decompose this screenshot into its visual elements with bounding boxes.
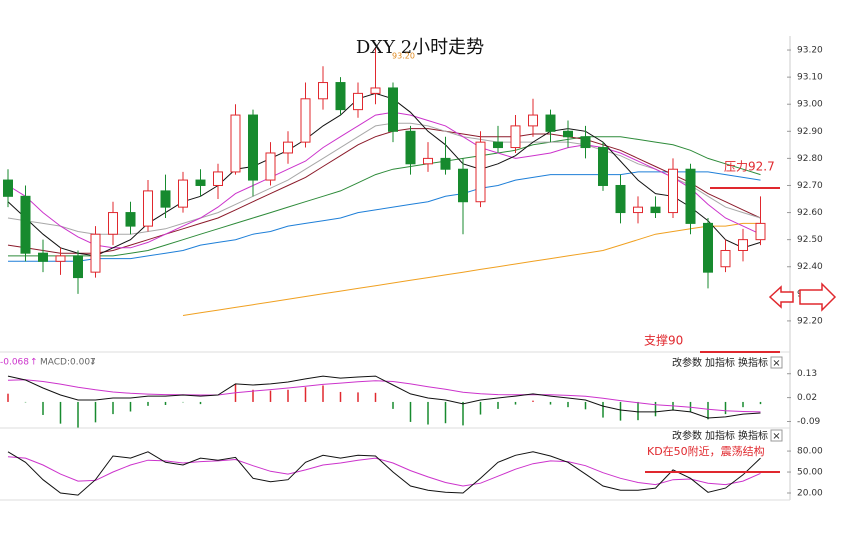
candle-body (178, 179, 188, 208)
macd-value: MACD:0.007 (40, 358, 96, 368)
candle-body (545, 114, 556, 132)
y-tick-label: 93.20 (797, 46, 823, 56)
candle-body (598, 147, 608, 186)
candle-body (265, 152, 276, 181)
candle-body (633, 206, 643, 214)
candle-body (73, 255, 83, 279)
macd-arrow: ↓ (89, 358, 97, 368)
y-tick-label: 92.50 (797, 235, 823, 245)
candle-body (650, 206, 661, 214)
macd-dea: -0.068 (0, 358, 29, 368)
candle-body (510, 125, 521, 149)
button-add[interactable]: 加指标 (705, 429, 735, 442)
candle-body (230, 114, 241, 173)
button-params[interactable]: 改参数 (672, 429, 702, 442)
candle-body (405, 130, 416, 165)
y-tick-label: 92.90 (797, 127, 823, 137)
candle-body (213, 171, 223, 186)
candle-body (755, 222, 766, 241)
candle-body (475, 141, 486, 203)
series-line (7, 128, 761, 254)
y-tick-label: 20.00 (797, 489, 823, 499)
candle-body (160, 190, 171, 208)
series-line (7, 451, 761, 496)
support-note: 支撑90 (644, 333, 683, 348)
y-tick-label: 92.40 (797, 262, 823, 272)
candle-body (388, 87, 398, 132)
candle-body (248, 114, 258, 181)
candle-body (528, 114, 538, 127)
candle-body (90, 233, 101, 273)
candle-body (143, 190, 153, 227)
candle-body (195, 179, 206, 186)
series-line (7, 111, 761, 249)
y-tick-label: 92.60 (797, 208, 823, 218)
candle-body (353, 92, 363, 111)
series-line (7, 375, 761, 419)
candle-body (615, 184, 626, 214)
candle-body (20, 195, 31, 254)
candle-body (440, 157, 451, 170)
candle-body (423, 157, 433, 165)
candle-body (720, 249, 731, 268)
candle-body (335, 82, 346, 111)
candle-body (458, 168, 468, 203)
series-line (182, 222, 761, 316)
y-tick-label: 93.10 (797, 73, 823, 83)
arrow-right (799, 282, 837, 312)
close-box[interactable] (770, 429, 783, 442)
candle-body (283, 141, 293, 154)
candle-body (108, 212, 118, 235)
candle-body (668, 168, 678, 214)
series-line (8, 136, 761, 257)
candle-body (125, 212, 136, 227)
candle-body (3, 179, 13, 197)
series-line (8, 171, 761, 262)
arrow-left (768, 285, 794, 309)
series-line (7, 379, 761, 413)
button-close[interactable]: × (772, 358, 780, 369)
candle-body (738, 239, 748, 251)
candle-body (300, 98, 311, 143)
close-box[interactable] (770, 356, 783, 369)
series-line (7, 92, 761, 257)
y-tick-label: 92.20 (797, 316, 823, 326)
series-line (7, 122, 761, 235)
button-close[interactable]: × (772, 431, 780, 442)
kd-note: KD在50附近，震荡结构 (647, 444, 765, 458)
button-switch[interactable]: 换指标 (738, 356, 768, 369)
candle-body (685, 168, 696, 224)
chart-title: DXY 2小时走势 (356, 37, 484, 58)
candle-body (318, 82, 328, 100)
candle-body (38, 252, 48, 262)
y-tick-label: 92.80 (797, 154, 823, 164)
y-tick-label: 92.70 (797, 181, 823, 191)
y-tick-label: 0.02 (797, 393, 817, 403)
resistance-note: 压力92.7 (724, 160, 775, 174)
series-line (7, 456, 761, 487)
y-tick-label: -0.09 (797, 417, 821, 427)
high-label: 93.20 (392, 52, 415, 61)
candle-body (55, 255, 66, 262)
button-add[interactable]: 加指标 (705, 356, 735, 369)
plot-area: 93.20 93.10 93.00 92.90 92.80 92.70 92.60 92.50… (3, 46, 823, 499)
candle-body (703, 222, 713, 273)
button-params[interactable]: 改参数 (672, 356, 702, 369)
button-switch[interactable]: 换指标 (738, 429, 768, 442)
candle-body (563, 130, 573, 138)
y-tick-label: 80.00 (797, 447, 823, 457)
candle-body (493, 141, 503, 149)
macd-arrow: ↑ (30, 358, 38, 368)
y-tick-label: 50.00 (797, 468, 823, 478)
y-tick-label: 0.13 (797, 369, 817, 379)
y-tick-label: 93.00 (797, 100, 823, 110)
candle-body (370, 87, 381, 94)
candle-body (580, 136, 591, 149)
